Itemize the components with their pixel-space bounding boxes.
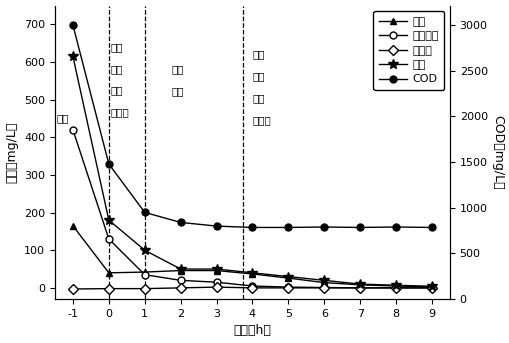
Line: COD: COD: [69, 22, 435, 231]
COD: [105, 162, 111, 166]
氨氮: [142, 270, 148, 274]
氨氮: [321, 281, 327, 285]
Text: 进水: 进水: [56, 114, 69, 123]
总氮: [70, 54, 76, 58]
氨氮: [213, 269, 219, 273]
亚硝态氮: [356, 286, 362, 290]
硝态氮: [213, 285, 219, 289]
硝态氮: [285, 286, 291, 290]
硝态氮: [142, 286, 148, 291]
硝态氮: [177, 286, 183, 290]
硝态氮: [392, 286, 399, 290]
氨氮: [392, 284, 399, 288]
Text: 曝气: 曝气: [172, 64, 184, 74]
硝态氮: [428, 286, 434, 290]
硝态氮: [356, 286, 362, 290]
硝态氮: [249, 286, 255, 290]
氨氮: [177, 269, 183, 273]
亚硝态氮: [285, 285, 291, 289]
总氮: [249, 271, 255, 275]
Line: 亚硝态氮: 亚硝态氮: [69, 126, 435, 291]
X-axis label: 时间（h）: 时间（h）: [233, 324, 271, 338]
总氮: [428, 284, 434, 288]
COD: [356, 225, 362, 229]
总氮: [213, 267, 219, 271]
亚硝态氮: [428, 286, 434, 290]
亚硝态氮: [213, 280, 219, 284]
Line: 氨氮: 氨氮: [69, 222, 435, 290]
COD: [285, 225, 291, 229]
Text: 反硝化: 反硝化: [252, 115, 271, 125]
Text: 内源: 内源: [252, 93, 264, 103]
Line: 硝态氮: 硝态氮: [69, 284, 435, 293]
Legend: 氨氮, 亚硝态氮, 硝态氮, 总氮, COD: 氨氮, 亚硝态氮, 硝态氮, 总氮, COD: [373, 11, 443, 90]
Text: 搅拌: 搅拌: [110, 64, 123, 74]
Text: 缺氧: 缺氧: [110, 42, 123, 52]
总氮: [356, 282, 362, 286]
亚硝态氮: [321, 285, 327, 289]
硝态氮: [321, 286, 327, 290]
总氮: [105, 218, 111, 222]
亚硝态氮: [249, 284, 255, 288]
亚硝态氮: [177, 278, 183, 282]
亚硝态氮: [70, 128, 76, 132]
硝态氮: [70, 287, 76, 291]
COD: [70, 23, 76, 27]
Y-axis label: COD（mg/L）: COD（mg/L）: [491, 115, 503, 190]
氨氮: [105, 271, 111, 275]
氨氮: [249, 272, 255, 276]
Line: 总氮: 总氮: [68, 51, 436, 291]
Text: 缺氧: 缺氧: [252, 49, 264, 59]
Text: 前置: 前置: [110, 86, 123, 96]
氨氮: [70, 224, 76, 228]
总氮: [142, 248, 148, 252]
氨氮: [285, 276, 291, 280]
亚硝态氮: [392, 286, 399, 290]
硝态氮: [105, 286, 111, 291]
总氮: [285, 274, 291, 279]
氨氮: [356, 283, 362, 287]
氨氮: [428, 285, 434, 289]
Text: 反硝化: 反硝化: [110, 107, 129, 117]
亚硝态氮: [105, 237, 111, 241]
总氮: [321, 278, 327, 282]
总氮: [392, 283, 399, 287]
Text: 硝化: 硝化: [172, 86, 184, 96]
COD: [321, 225, 327, 229]
亚硝态氮: [142, 273, 148, 277]
总氮: [177, 267, 183, 271]
Text: 搅拌: 搅拌: [252, 71, 264, 81]
COD: [142, 210, 148, 214]
COD: [428, 225, 434, 229]
COD: [177, 220, 183, 224]
COD: [392, 225, 399, 229]
COD: [249, 225, 255, 229]
COD: [213, 224, 219, 228]
Y-axis label: 浓度（mg/L）: 浓度（mg/L）: [6, 122, 18, 183]
